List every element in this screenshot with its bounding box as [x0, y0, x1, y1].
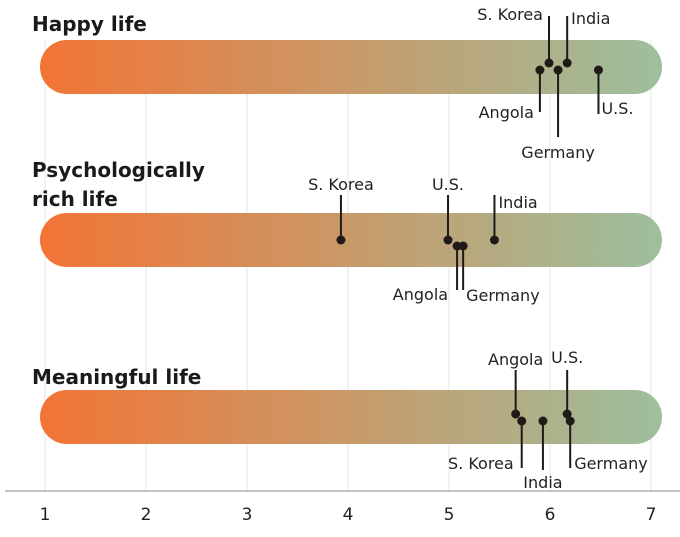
data-point — [544, 58, 554, 68]
x-tick-label: 5 — [444, 505, 455, 525]
data-point — [535, 65, 545, 75]
data-point — [562, 409, 572, 419]
row-title: rich life — [32, 187, 118, 211]
data-point — [489, 235, 499, 245]
point-label: India — [523, 473, 562, 492]
data-point — [593, 65, 603, 75]
x-tick-label: 1 — [40, 505, 51, 525]
row-happy-life: Happy life Angola S. Korea Germany India U.S. — [32, 5, 662, 162]
point-label: Angola — [479, 103, 534, 122]
point-label: Angola — [488, 350, 543, 369]
scale-bar — [40, 40, 662, 94]
data-point — [336, 235, 346, 245]
data-point — [517, 416, 527, 426]
point-label: Germany — [466, 286, 540, 305]
data-point — [538, 416, 548, 426]
x-tick-label: 4 — [343, 505, 354, 525]
x-tick-label: 6 — [545, 505, 556, 525]
point-label: U.S. — [601, 99, 633, 118]
data-point — [443, 235, 453, 245]
point-label: India — [498, 193, 537, 212]
data-point — [511, 409, 521, 419]
x-axis: 1 2 3 4 5 6 7 — [5, 490, 680, 525]
data-point — [565, 416, 575, 426]
scale-bar — [40, 390, 662, 444]
point-label: Germany — [574, 454, 648, 473]
point-label: India — [571, 9, 610, 28]
row-title: Psychologically — [32, 158, 205, 182]
row-psychologically-rich-life: Psychologically rich life S. Korea U.S. Ango… — [32, 158, 662, 305]
point-label: Angola — [393, 285, 448, 304]
row-title: Happy life — [32, 12, 147, 36]
x-tick-label: 7 — [646, 505, 657, 525]
point-label: S. Korea — [448, 454, 514, 473]
data-point — [562, 58, 572, 68]
data-point — [458, 241, 468, 251]
row-title: Meaningful life — [32, 365, 201, 389]
point-label: U.S. — [551, 348, 583, 367]
x-tick-label: 3 — [242, 505, 253, 525]
x-tick-label: 2 — [141, 505, 152, 525]
point-label: Germany — [521, 143, 595, 162]
row-meaningful-life: Meaningful life Angola S. Korea India U.S. Ge… — [32, 348, 662, 492]
point-label: U.S. — [432, 175, 464, 194]
point-label: S. Korea — [477, 5, 543, 24]
data-point — [553, 65, 563, 75]
point-label: S. Korea — [308, 175, 374, 194]
scale-bar — [40, 213, 662, 267]
